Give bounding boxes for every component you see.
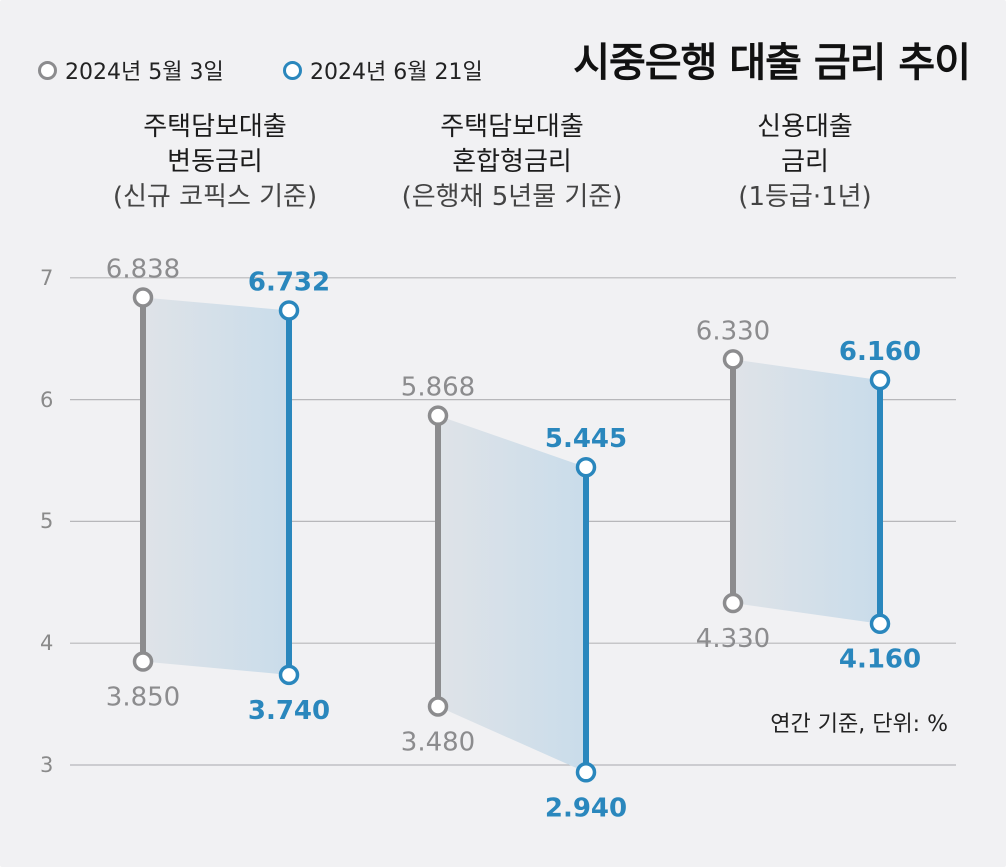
- y-tick-3: 3: [40, 753, 54, 777]
- legend-item-date1: 2024년 5월 3일: [38, 50, 224, 90]
- low-marker-date2-1: [278, 664, 300, 686]
- value-label-low-date1-1: 3.850: [106, 682, 180, 712]
- category-header-credit: 신용대출 금리 (1등급·1년): [655, 110, 955, 215]
- legend-marker-gray: [38, 60, 57, 80]
- category-2-line1: 주택담보대출: [440, 112, 584, 142]
- high-marker-date2-3: [869, 369, 891, 391]
- y-tick-4: 4: [40, 631, 54, 655]
- value-label-high-date2-3: 6.160: [839, 337, 921, 367]
- value-label-high-date2-2: 5.445: [545, 424, 627, 454]
- category-3-line3: (1등급·1년): [738, 182, 872, 212]
- y-tick-6: 6: [40, 388, 54, 412]
- unit-note: 연간 기준, 단위: %: [770, 712, 948, 737]
- category-header-variable: 주택담보대출 변동금리 (신규 코픽스 기준): [65, 110, 365, 215]
- high-marker-date2-2: [575, 456, 597, 478]
- category-1-line1: 주택담보대출: [143, 112, 287, 142]
- low-marker-date2-3: [869, 613, 891, 634]
- y-tick-7: 7: [40, 266, 54, 290]
- value-label-low-date1-2: 3.480: [401, 728, 475, 758]
- low-marker-date1-1: [132, 651, 154, 672]
- value-label-high-date2-1: 6.732: [248, 267, 330, 297]
- category-3-line1: 신용대출: [757, 112, 853, 142]
- category-header-mixed: 주택담보대출 혼합형금리 (은행채 5년물 기준): [362, 110, 662, 215]
- value-label-low-date2-3: 4.160: [839, 645, 921, 675]
- high-marker-date1-2: [427, 405, 449, 426]
- legend-label-date2: 2024년 6월 21일: [310, 60, 483, 85]
- range-band-1: [143, 297, 289, 675]
- value-label-high-date1-3: 6.330: [696, 316, 770, 346]
- category-3-line2: 금리: [781, 147, 829, 177]
- legend-label-date1: 2024년 5월 3일: [65, 60, 224, 85]
- category-1-line2: 변동금리: [167, 147, 263, 177]
- category-1-line3: (신규 코픽스 기준): [112, 182, 318, 212]
- high-marker-date1-1: [132, 287, 154, 308]
- category-2-line2: 혼합형금리: [452, 147, 572, 177]
- value-label-low-date2-2: 2.940: [545, 793, 627, 823]
- low-marker-date1-2: [427, 696, 449, 717]
- low-marker-date2-2: [575, 762, 597, 783]
- legend-item-date2: 2024년 6월 21일: [283, 50, 483, 90]
- value-label-low-date1-3: 4.330: [696, 624, 770, 654]
- value-label-low-date2-1: 3.740: [248, 696, 330, 726]
- high-marker-date1-3: [722, 349, 744, 370]
- low-marker-date1-3: [722, 592, 744, 614]
- y-tick-5: 5: [40, 509, 54, 533]
- value-label-high-date1-1: 6.838: [106, 255, 180, 285]
- chart-title: 시중은행 대출 금리 추이: [573, 40, 971, 86]
- range-band-2: [438, 415, 586, 773]
- legend-marker-blue: [283, 60, 302, 80]
- category-2-line3: (은행채 5년물 기준): [401, 182, 623, 212]
- value-label-high-date1-2: 5.868: [401, 373, 475, 403]
- range-band-3: [733, 359, 880, 624]
- high-marker-date2-1: [278, 300, 300, 321]
